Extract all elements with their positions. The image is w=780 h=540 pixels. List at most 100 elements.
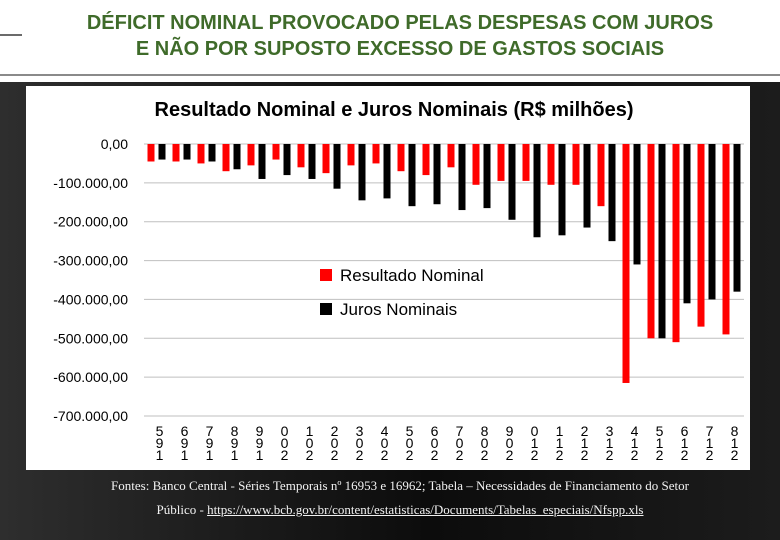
x-category-char: 3 (606, 423, 614, 439)
x-category-char: 1 (181, 447, 189, 463)
x-category-label: 591 (156, 423, 164, 463)
x-category-char: 1 (731, 435, 739, 451)
x-category-char: 5 (406, 423, 414, 439)
bar-resultado-nominal (472, 144, 480, 185)
title-rule-bottom (0, 74, 780, 76)
title-band (0, 0, 780, 82)
x-category-char: 2 (281, 447, 289, 463)
footer-line1: Fontes: Banco Central - Séries Temporais… (111, 478, 689, 493)
x-category-char: 9 (231, 435, 239, 451)
x-category-label: 212 (581, 423, 589, 463)
bar-juros-nominais (483, 144, 491, 209)
x-category-char: 1 (656, 435, 664, 451)
x-category-label: 902 (506, 423, 514, 463)
bar-resultado-nominal (572, 144, 580, 185)
x-category-char: 2 (731, 447, 739, 463)
x-category-char: 9 (181, 435, 189, 451)
x-category-label: 102 (306, 423, 314, 463)
x-category-char: 2 (706, 447, 714, 463)
bar-juros-nominais (433, 144, 441, 205)
bar-resultado-nominal (147, 144, 155, 162)
bar-juros-nominais (608, 144, 616, 242)
x-category-char: 7 (706, 423, 714, 439)
x-category-char: 0 (281, 423, 289, 439)
x-category-label: 612 (681, 423, 689, 463)
x-category-char: 1 (706, 435, 714, 451)
footer-prefix: Público - (156, 502, 208, 517)
bar-juros-nominais (408, 144, 416, 207)
x-category-char: 0 (481, 435, 489, 451)
x-category-label: 991 (256, 423, 264, 463)
bars (147, 144, 741, 383)
source-link[interactable]: https://www.bcb.gov.br/content/estatisti… (207, 502, 644, 517)
x-category-char: 2 (606, 447, 614, 463)
bar-resultado-nominal (622, 144, 630, 383)
slide-title-line2: E NÃO POR SUPOSTO EXCESSO DE GASTOS SOCI… (135, 38, 665, 60)
bar-juros-nominais (358, 144, 366, 201)
x-category-char: 1 (206, 447, 214, 463)
bar-juros-nominais (583, 144, 591, 228)
bar-resultado-nominal (597, 144, 605, 207)
chart-title: Resultado Nominal e Juros Nominais (R$ m… (155, 99, 634, 121)
legend: Resultado Nominal Juros Nominais (320, 266, 484, 319)
x-category-char: 1 (556, 423, 564, 439)
x-category-char: 3 (356, 423, 364, 439)
bar-resultado-nominal (297, 144, 305, 168)
bar-resultado-nominal (522, 144, 530, 181)
gridlines (144, 143, 744, 417)
x-category-char: 0 (506, 435, 514, 451)
bar-resultado-nominal (322, 144, 330, 174)
y-tick-label: -400.000,00 (53, 291, 128, 307)
bar-juros-nominais (383, 144, 391, 199)
bar-juros-nominais (508, 144, 516, 220)
bar-resultado-nominal (497, 144, 505, 181)
x-category-char: 7 (206, 423, 214, 439)
bar-resultado-nominal (197, 144, 205, 164)
bar-juros-nominais (258, 144, 266, 179)
bar-juros-nominais (658, 144, 666, 339)
bar-juros-nominais (233, 144, 241, 170)
bar-juros-nominais (458, 144, 466, 211)
x-category-char: 0 (281, 435, 289, 451)
x-category-char: 8 (731, 423, 739, 439)
bar-resultado-nominal (722, 144, 730, 335)
x-category-char: 2 (406, 447, 414, 463)
x-category-char: 0 (456, 435, 464, 451)
x-category-label: 702 (456, 423, 464, 463)
x-category-label: 712 (706, 423, 714, 463)
x-category-label: 791 (206, 423, 214, 463)
x-category-char: 5 (156, 423, 164, 439)
x-category-char: 1 (631, 435, 639, 451)
y-tick-label: -300.000,00 (53, 253, 128, 269)
x-category-char: 1 (556, 435, 564, 451)
x-category-label: 802 (481, 423, 489, 463)
x-category-char: 9 (206, 435, 214, 451)
legend-label: Juros Nominais (340, 300, 457, 319)
bar-resultado-nominal (372, 144, 380, 164)
y-tick-label: -200.000,00 (53, 214, 128, 230)
legend-label: Resultado Nominal (340, 266, 484, 285)
x-category-char: 2 (506, 447, 514, 463)
bar-resultado-nominal (422, 144, 430, 176)
x-category-char: 2 (381, 447, 389, 463)
x-category-char: 6 (431, 423, 439, 439)
bar-juros-nominais (708, 144, 716, 300)
x-category-char: 1 (581, 435, 589, 451)
x-category-char: 2 (331, 423, 339, 439)
bar-juros-nominais (183, 144, 191, 160)
bar-juros-nominais (633, 144, 641, 265)
x-category-char: 0 (406, 435, 414, 451)
x-category-label: 012 (531, 423, 539, 463)
x-category-label: 002 (281, 423, 289, 463)
x-category-char: 8 (481, 423, 489, 439)
x-category-char: 1 (606, 435, 614, 451)
bar-juros-nominais (208, 144, 216, 162)
source-footer: Fontes: Banco Central - Séries Temporais… (0, 474, 780, 522)
bar-resultado-nominal (247, 144, 255, 166)
x-category-char: 2 (631, 447, 639, 463)
bar-resultado-nominal (697, 144, 705, 327)
footer-line2: Público - https://www.bcb.gov.br/content… (0, 498, 780, 522)
bar-juros-nominais (733, 144, 741, 292)
x-category-label: 812 (731, 423, 739, 463)
bar-resultado-nominal (222, 144, 230, 172)
